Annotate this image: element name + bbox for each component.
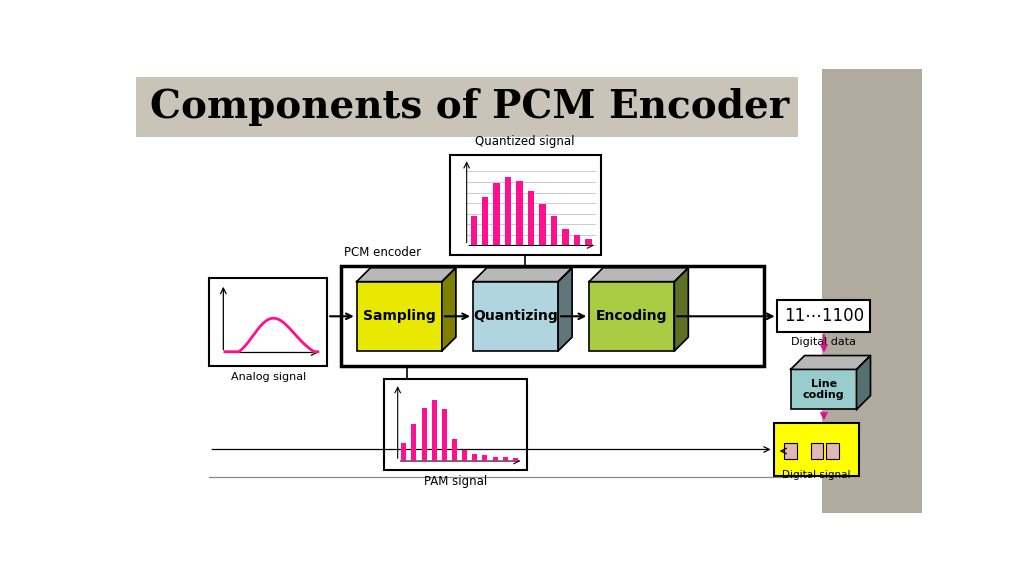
Polygon shape	[442, 268, 456, 351]
Bar	[209, 278, 328, 366]
Polygon shape	[675, 268, 688, 351]
Bar	[821, 69, 922, 513]
Bar	[791, 369, 856, 410]
Text: Encoding: Encoding	[596, 309, 668, 323]
Text: PAM signal: PAM signal	[424, 475, 487, 488]
Bar	[493, 457, 498, 461]
Text: Line
coding: Line coding	[803, 378, 845, 400]
Text: Sampling: Sampling	[362, 309, 435, 323]
Text: Components of PCM Encoder: Components of PCM Encoder	[150, 88, 788, 126]
Bar	[401, 442, 407, 461]
Bar	[811, 444, 823, 458]
Bar	[551, 217, 557, 245]
Bar	[482, 197, 488, 245]
Bar	[450, 154, 601, 255]
Text: Analog signal: Analog signal	[230, 373, 306, 382]
Polygon shape	[856, 355, 870, 410]
Polygon shape	[473, 268, 572, 282]
Bar	[136, 77, 799, 137]
Text: PCM encoder: PCM encoder	[344, 245, 421, 259]
Bar	[505, 177, 511, 245]
Text: Quantizing: Quantizing	[473, 309, 558, 323]
Text: Quantized signal: Quantized signal	[475, 135, 574, 149]
Polygon shape	[589, 268, 688, 282]
Bar	[773, 423, 859, 476]
Polygon shape	[558, 268, 572, 351]
Bar	[412, 424, 417, 461]
Text: 11⋯1100: 11⋯1100	[784, 307, 864, 325]
Bar	[341, 266, 764, 366]
Bar	[441, 410, 446, 461]
Bar	[784, 444, 797, 458]
Bar	[473, 282, 558, 351]
Bar	[586, 239, 592, 245]
Bar	[513, 458, 518, 461]
Text: Digital data: Digital data	[792, 337, 856, 347]
Polygon shape	[791, 355, 870, 369]
Bar	[470, 217, 477, 245]
Bar	[589, 282, 675, 351]
Bar	[826, 444, 839, 458]
Bar	[503, 457, 508, 461]
Text: Digital signal: Digital signal	[782, 469, 851, 479]
Bar	[494, 183, 500, 245]
Bar	[384, 380, 527, 470]
Bar	[540, 204, 546, 245]
Bar	[472, 454, 477, 461]
Bar	[432, 400, 437, 461]
Bar	[482, 455, 487, 461]
Bar	[422, 408, 427, 461]
Bar	[462, 450, 467, 461]
Bar	[452, 439, 457, 461]
Bar	[528, 191, 535, 245]
Bar	[777, 300, 870, 332]
Bar	[562, 229, 568, 245]
Bar	[573, 236, 581, 245]
Bar	[356, 282, 442, 351]
Bar	[516, 181, 523, 245]
Polygon shape	[356, 268, 456, 282]
